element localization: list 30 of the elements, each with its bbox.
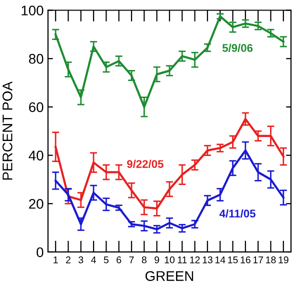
x-tick-label: 8 xyxy=(142,256,146,264)
x-tick-label: 17 xyxy=(253,256,264,264)
x-tick-label: 11 xyxy=(178,256,187,264)
series-label: 4/11/05 xyxy=(219,209,256,218)
y-tick-label: 40 xyxy=(28,150,44,160)
x-tick-label: 18 xyxy=(266,256,276,264)
series-label: 9/22/05 xyxy=(127,160,164,168)
x-tick-label: 7 xyxy=(129,256,134,264)
x-tick-label: 3 xyxy=(78,256,84,264)
x-axis-title: GREEN xyxy=(146,271,194,281)
x-tick-label: 1 xyxy=(54,256,58,264)
y-tick-label: 100 xyxy=(22,6,44,16)
x-tick-label: 4 xyxy=(91,256,96,264)
y-tick-label: 0 xyxy=(36,247,44,258)
x-tick-label: 19 xyxy=(278,256,288,264)
series-label: 5/9/06 xyxy=(222,44,253,52)
x-tick-label: 5 xyxy=(104,256,109,264)
y-tick-label: 20 xyxy=(29,198,44,209)
x-tick-label: 10 xyxy=(164,256,175,264)
x-tick-label: 14 xyxy=(215,256,226,264)
y-tick-label: 80 xyxy=(28,54,44,64)
x-tick-label: 13 xyxy=(202,256,212,264)
x-tick-label: 9 xyxy=(154,256,160,264)
x-tick-label: 6 xyxy=(116,256,122,264)
y-tick-label: 60 xyxy=(29,102,44,112)
y-axis-title: PERCENT POA xyxy=(2,81,12,180)
x-tick-label: 2 xyxy=(66,256,70,264)
x-tick-label: 12 xyxy=(190,256,200,264)
x-tick-label: 16 xyxy=(240,256,250,264)
x-tick-label: 15 xyxy=(228,256,238,264)
